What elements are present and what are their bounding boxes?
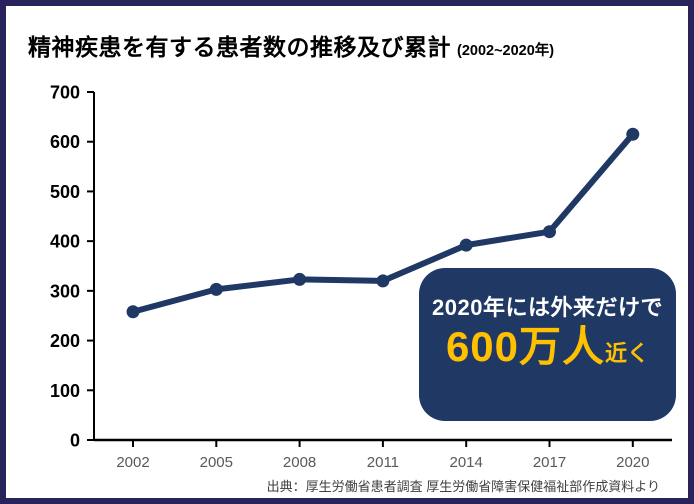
x-axis-tick-label: 2011 bbox=[367, 454, 399, 471]
y-axis-tick-label: 100 bbox=[50, 381, 80, 401]
x-axis-tick-label: 2005 bbox=[200, 454, 233, 471]
x-axis-tick-label: 2020 bbox=[616, 454, 649, 471]
chart-title-block: 精神疾患を有する患者数の推移及び累計 (2002~2020年) bbox=[28, 28, 554, 62]
data-point-marker bbox=[293, 272, 307, 286]
data-point-marker bbox=[376, 274, 390, 288]
callout-value-suffix: 近く bbox=[605, 340, 650, 366]
line-chart-svg: 0 100 200 300 400 500 600 700 2002 2005 2008 2011 20… bbox=[50, 83, 672, 471]
x-axis-tick-label: 2014 bbox=[450, 454, 483, 471]
y-axis-tick-label: 500 bbox=[50, 182, 80, 202]
source-citation: 出典：厚生労働省患者調査 厚生労働省障害保健福祉部作成資料より bbox=[266, 479, 660, 494]
data-point-marker bbox=[209, 282, 223, 296]
line-chart: 0 100 200 300 400 500 600 700 2002 2005 2008 2011 20… bbox=[6, 6, 688, 498]
data-point-marker bbox=[459, 238, 473, 252]
y-axis-tick-label: 0 bbox=[70, 431, 80, 451]
callout-value-row: 600万人 近く bbox=[419, 322, 676, 370]
callout-box: 2020年には外来だけで 600万人 近く bbox=[419, 268, 676, 421]
x-axis-tick-label: 2008 bbox=[283, 454, 316, 471]
y-axis-tick-label: 700 bbox=[50, 83, 80, 103]
data-point-marker bbox=[126, 305, 140, 319]
data-point-marker bbox=[543, 225, 556, 239]
y-axis-tick-label: 600 bbox=[50, 132, 80, 152]
y-axis-tick-label: 200 bbox=[50, 331, 80, 351]
y-axis-tick-label: 300 bbox=[50, 281, 80, 301]
page-title-period: (2002~2020年) bbox=[457, 43, 555, 59]
x-axis-tick-label: 2017 bbox=[533, 454, 566, 471]
callout-text: 2020年には外来だけで bbox=[432, 295, 663, 320]
y-axis-tick-label: 400 bbox=[50, 232, 80, 252]
page-title: 精神疾患を有する患者数の推移及び累計 bbox=[28, 34, 451, 60]
callout-value: 600万人 bbox=[445, 322, 606, 370]
x-axis-tick-label: 2002 bbox=[116, 454, 149, 471]
data-point-marker bbox=[626, 127, 640, 141]
